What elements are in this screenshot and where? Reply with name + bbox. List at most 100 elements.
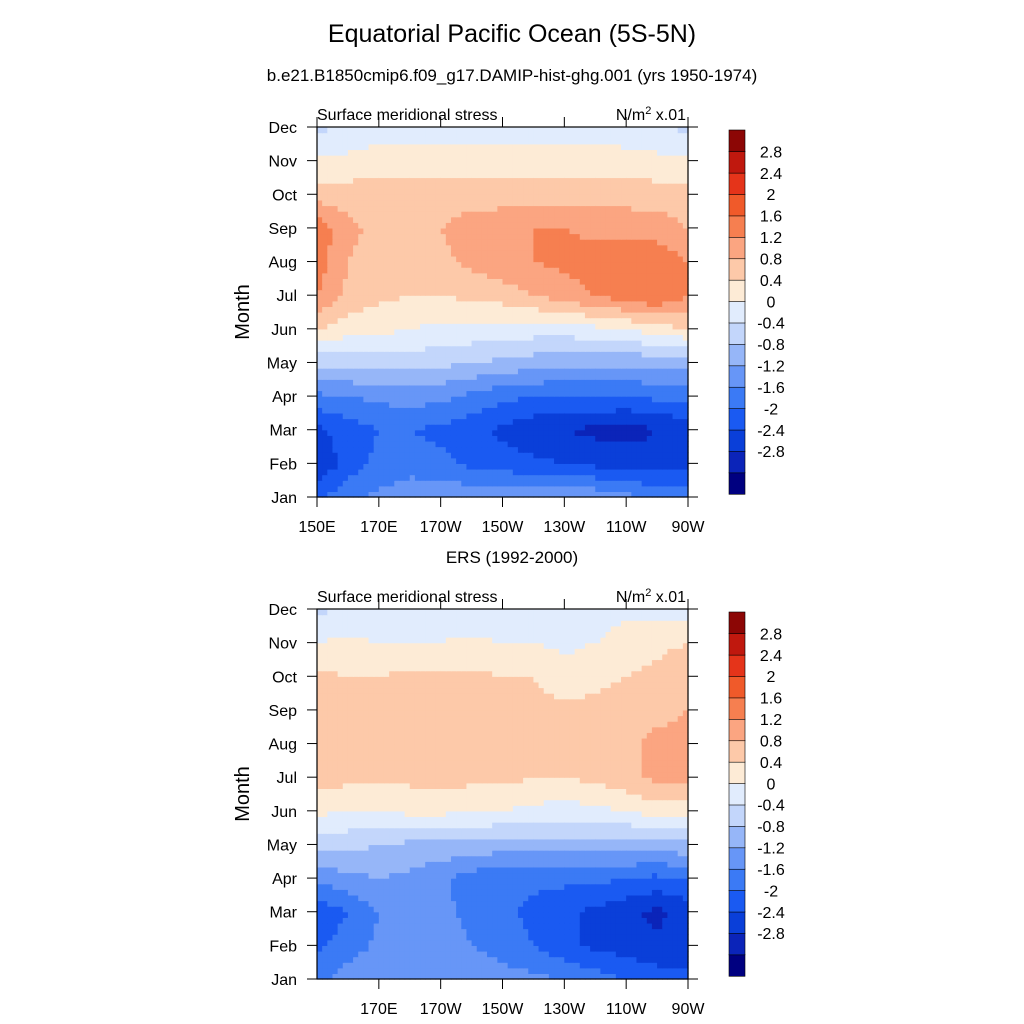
field-cell bbox=[450, 127, 457, 134]
field-cell bbox=[605, 289, 612, 296]
field-cell bbox=[466, 216, 473, 223]
field-cell bbox=[512, 255, 519, 263]
field-cell bbox=[584, 384, 591, 392]
field-cell bbox=[569, 155, 576, 162]
field-cell bbox=[394, 379, 401, 386]
field-cell bbox=[450, 390, 457, 397]
field-cell bbox=[461, 289, 468, 296]
field-cell bbox=[445, 183, 452, 190]
field-cell bbox=[662, 216, 668, 223]
field-cell bbox=[347, 945, 354, 952]
field-cell bbox=[461, 188, 468, 195]
field-cell bbox=[517, 289, 524, 296]
field-cell bbox=[389, 390, 395, 397]
field-cell bbox=[461, 491, 468, 498]
field-cell bbox=[564, 267, 571, 274]
field-cell bbox=[574, 373, 581, 380]
field-cell bbox=[445, 283, 452, 291]
field-cell bbox=[487, 216, 493, 223]
field-cell bbox=[450, 379, 457, 386]
field-cell bbox=[358, 446, 364, 453]
field-cell bbox=[636, 283, 643, 291]
field-cell bbox=[662, 485, 668, 492]
field-cell bbox=[538, 233, 545, 240]
field-cell bbox=[636, 239, 643, 246]
field-cell bbox=[409, 255, 416, 263]
field-cell bbox=[327, 250, 334, 257]
field-cell bbox=[641, 289, 648, 296]
field-cell bbox=[538, 340, 545, 347]
field-cell bbox=[450, 334, 457, 341]
field-cell bbox=[404, 412, 411, 420]
field-cell bbox=[584, 205, 591, 212]
field-cell bbox=[507, 480, 514, 487]
field-cell bbox=[677, 424, 684, 431]
field-cell bbox=[626, 317, 632, 324]
field-cell bbox=[440, 407, 447, 414]
field-cell bbox=[492, 138, 498, 145]
field-cell bbox=[461, 340, 468, 347]
field-cell bbox=[327, 323, 334, 330]
field-cell bbox=[569, 491, 576, 498]
field-cell bbox=[651, 194, 658, 201]
field-cell bbox=[471, 368, 478, 375]
field-cell bbox=[461, 239, 468, 246]
field-cell bbox=[657, 474, 663, 481]
field-cell bbox=[682, 351, 689, 358]
field-cell bbox=[492, 468, 498, 476]
field-cell bbox=[559, 429, 565, 436]
field-cell bbox=[497, 278, 504, 285]
field-cell bbox=[450, 149, 457, 156]
field-cell bbox=[487, 306, 493, 313]
field-cell bbox=[476, 317, 483, 324]
field-cell bbox=[595, 351, 601, 358]
field-cell bbox=[430, 368, 437, 375]
field-cell bbox=[471, 283, 478, 291]
field-cell bbox=[517, 183, 524, 190]
field-cell bbox=[569, 300, 576, 307]
field-cell bbox=[538, 491, 545, 498]
field-cell bbox=[358, 211, 364, 218]
field-cell bbox=[342, 127, 349, 134]
field-cell bbox=[471, 239, 478, 246]
field-cell bbox=[440, 278, 447, 285]
field-cell bbox=[502, 205, 509, 212]
field-cell bbox=[548, 368, 555, 375]
field-cell bbox=[420, 155, 426, 162]
field-cell bbox=[461, 149, 468, 156]
field-cell bbox=[517, 132, 524, 139]
field-cell bbox=[353, 967, 359, 974]
field-cell bbox=[548, 384, 555, 392]
field-cell bbox=[497, 216, 504, 223]
field-cell bbox=[621, 306, 627, 313]
field-cell bbox=[481, 328, 488, 336]
field-cell bbox=[476, 155, 483, 162]
field-cell bbox=[682, 188, 689, 195]
field-cell bbox=[667, 418, 674, 425]
field-cell bbox=[502, 239, 509, 246]
colorbar-label: 1.2 bbox=[760, 230, 782, 247]
field-cell bbox=[322, 177, 328, 184]
field-cell bbox=[595, 300, 601, 307]
field-cell bbox=[368, 295, 375, 302]
field-cell bbox=[327, 216, 334, 223]
field-cell bbox=[456, 407, 462, 414]
field-cell bbox=[378, 160, 385, 167]
field-cell bbox=[667, 216, 674, 223]
field-cell bbox=[404, 362, 411, 369]
field-cell bbox=[621, 362, 627, 369]
field-cell bbox=[502, 412, 509, 420]
field-cell bbox=[461, 233, 468, 240]
field-cell bbox=[569, 323, 576, 330]
field-cell bbox=[327, 160, 334, 167]
field-cell bbox=[626, 132, 632, 139]
field-cell bbox=[332, 132, 339, 139]
field-cell bbox=[347, 440, 354, 448]
field-cell bbox=[667, 407, 674, 414]
field-cell bbox=[353, 323, 359, 330]
field-cell bbox=[353, 233, 359, 240]
field-cell bbox=[430, 143, 437, 151]
field-cell bbox=[435, 418, 442, 425]
field-cell bbox=[667, 491, 674, 498]
field-cell bbox=[579, 244, 586, 251]
